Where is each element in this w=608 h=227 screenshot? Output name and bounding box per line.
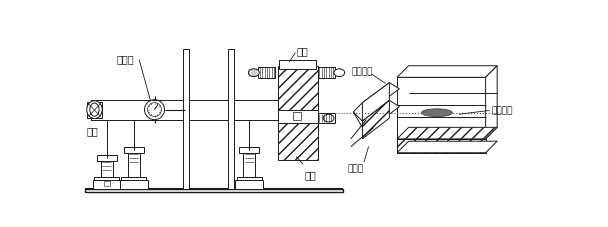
Bar [87,102,102,118]
Bar [318,114,334,123]
Text: 啮合面: 啮合面 [347,164,363,173]
Ellipse shape [421,109,452,116]
Polygon shape [486,66,497,139]
Bar [97,155,117,161]
Bar [123,147,143,153]
Text: 百分表: 百分表 [116,54,134,64]
Text: 齿轮: 齿轮 [305,170,316,180]
Bar [237,177,261,181]
Ellipse shape [145,100,165,120]
Bar [122,177,146,181]
Bar [279,59,316,69]
Polygon shape [397,77,486,139]
Bar [318,67,334,78]
Bar [227,49,234,189]
Text: 啮合中线: 啮合中线 [351,67,373,76]
Bar [278,121,318,160]
Ellipse shape [90,103,99,116]
Polygon shape [362,83,399,109]
Bar [239,147,259,153]
Ellipse shape [334,69,345,76]
Bar [243,151,255,177]
Bar [258,67,275,78]
Polygon shape [397,139,486,153]
Polygon shape [362,83,389,121]
Polygon shape [397,66,497,77]
Ellipse shape [249,69,259,76]
Bar [100,158,113,177]
Polygon shape [362,100,389,139]
Bar [128,151,140,177]
Bar [85,189,343,192]
Text: 接触斑点: 接触斑点 [491,106,513,116]
Ellipse shape [87,101,102,118]
Bar [278,66,318,112]
Bar [104,181,110,186]
Bar [293,112,301,120]
Bar [93,180,120,189]
Bar [120,180,148,189]
Polygon shape [362,100,399,127]
Polygon shape [397,127,497,139]
Ellipse shape [148,103,162,116]
Text: 量值: 量值 [87,126,98,136]
Ellipse shape [323,114,334,122]
Bar [94,177,119,181]
Text: 圆规: 圆规 [297,47,309,57]
Bar [91,100,305,120]
Bar [183,49,189,189]
Bar [235,180,263,189]
Polygon shape [397,141,497,153]
Bar [278,110,318,123]
